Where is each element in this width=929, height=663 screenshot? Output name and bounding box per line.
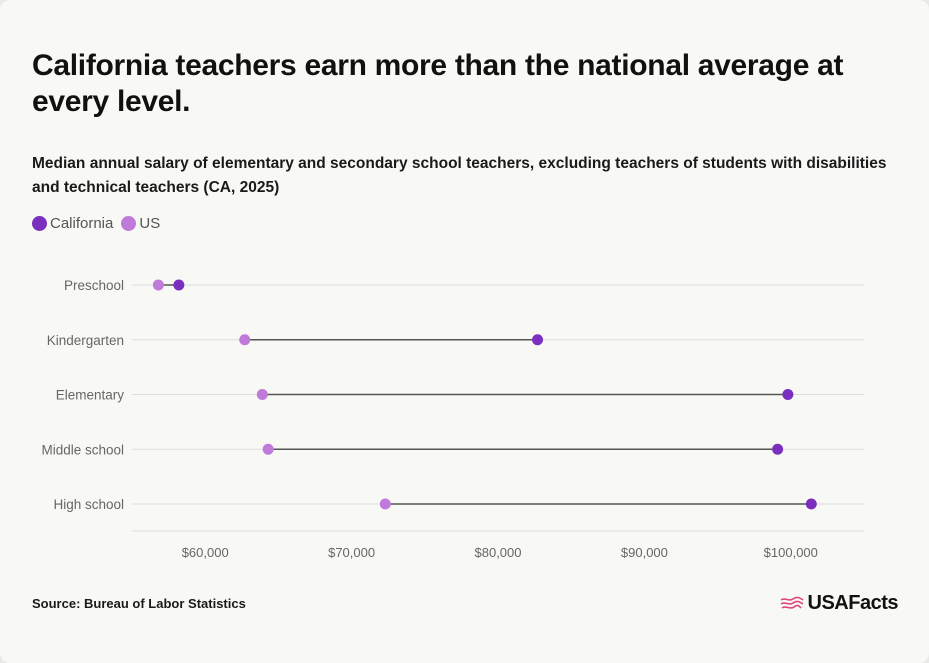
point-california-2 [782,389,794,400]
category-label: Elementary [56,388,125,403]
point-california-3 [772,443,784,455]
legend-swatch-california [32,216,47,231]
point-us-2 [256,389,268,400]
legend-swatch-us [121,216,137,231]
legend-item-california: California [32,215,113,232]
x-tick-label: $60,000 [182,545,229,560]
point-california-1 [532,334,544,346]
point-us-0 [152,279,164,291]
usafacts-logo[interactable]: USAFacts [780,592,899,615]
x-tick-label: $90,000 [621,545,668,560]
usa-flag-map-icon [780,596,803,609]
legend-item-us: US [121,215,160,232]
category-label: Middle school [41,442,124,457]
point-california-0 [173,279,185,291]
x-tick-label: $70,000 [328,545,375,560]
category-label: Kindergarten [47,333,124,348]
x-tick-label: $100,000 [764,545,818,560]
point-california-4 [805,498,817,510]
chart-subtitle: Median annual salary of elementary and s… [32,155,887,196]
logo-text: USAFacts [807,592,899,614]
legend-label-us: US [139,215,161,232]
legend-label-california: California [50,215,114,232]
point-us-1 [239,334,251,346]
category-label: Preschool [64,278,124,293]
source-note: Source: Bureau of Labor Statistics [32,596,246,611]
x-tick-label: $80,000 [475,545,522,560]
legend: California US [32,215,168,232]
category-label: High school [53,497,124,512]
point-us-3 [262,443,274,455]
chart-title: California teachers earn more than the n… [32,49,844,118]
point-us-4 [379,498,391,510]
